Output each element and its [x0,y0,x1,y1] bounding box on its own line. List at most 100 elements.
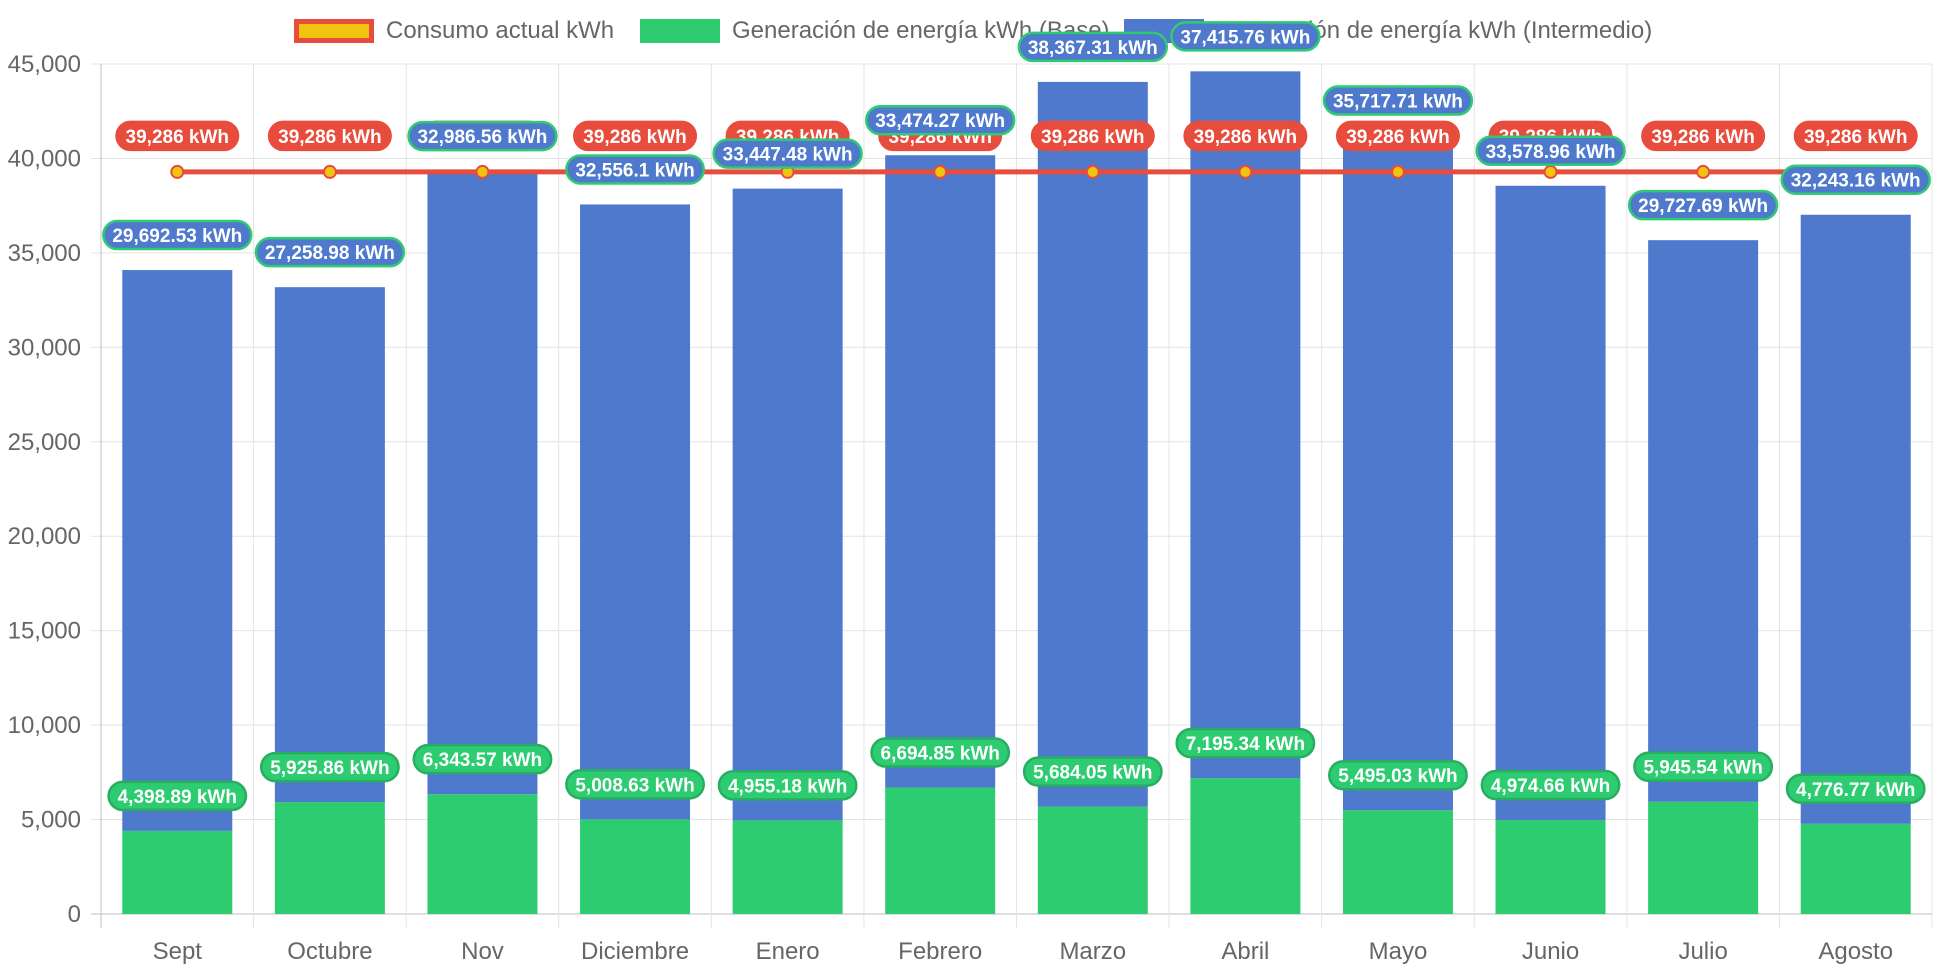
base-data-label: 5,945.54 kWh [1633,751,1774,782]
base-data-label-bg [1175,727,1316,759]
y-tick-label: 0 [68,901,81,928]
bar-intermedio [274,287,385,803]
consumo-data-label-text: 39,286 kWh [1346,127,1450,148]
base-data-label-text: 4,776.77 kWh [1796,780,1915,801]
intermedio-data-label-bg [1322,85,1474,116]
intermedio-data-label: 33,578.96 kWh [1475,135,1626,167]
base-data-label-bg [1480,769,1621,801]
y-tick-label: 20,000 [8,523,81,550]
y-tick-label: 45,000 [8,51,81,78]
intermedio-data-label-bg [1475,135,1626,167]
intermedio-data-label: 33,474.27 kWh [864,104,1016,136]
base-data-label-bg [1328,759,1468,791]
bar-intermedio [1800,214,1911,824]
intermedio-data-label-text: 33,578.96 kWh [1486,142,1616,163]
intermedio-data-label: 33,447.48 kWh [712,138,863,169]
intermedio-data-label-bg [1017,31,1169,63]
intermedio-data-label-text: 32,556.1 kWh [575,160,694,181]
intermedio-data-label: 29,692.53 kWh [102,219,253,251]
bar-base [1800,823,1911,914]
base-data-label-bg [1022,756,1163,787]
consumo-data-label-text: 39,286 kWh [278,127,382,148]
intermedio-data-label: 32,243.16 kWh [1780,164,1931,195]
consumo-data-label-text: 39,286 kWh [1041,127,1145,148]
consumo-point [1390,164,1405,179]
base-data-label: 6,694.85 kWh [870,737,1011,768]
legend-swatch-base [640,19,720,43]
x-tick-label: Diciembre [581,938,689,965]
base-data-label-text: 5,008.63 kWh [575,775,694,796]
intermedio-data-label-bg [1170,21,1321,52]
intermedio-data-label: 29,727.69 kWh [1627,189,1779,221]
y-tick-label: 25,000 [8,429,81,456]
consumo-data-label-text: 39,286 kWh [1651,127,1755,148]
intermedio-data-label: 27,258.98 kWh [254,236,406,268]
x-tick-label: Enero [756,938,820,965]
consumo-point [1543,164,1558,179]
x-tick-label: Nov [461,938,504,965]
bar-layer [122,71,1911,914]
base-data-label: 5,925.86 kWh [259,751,400,783]
bar-intermedio [1495,185,1606,821]
x-tick-label: Sept [153,938,203,965]
base-data-label-text: 4,955.18 kWh [728,776,847,797]
intermedio-data-label: 32,556.1 kWh [565,154,705,185]
base-data-label-bg [870,737,1011,768]
consumo-data-label: 39,286 kWh [1793,120,1918,152]
x-tick-label: Mayo [1369,938,1428,965]
intermedio-data-label-bg [1780,164,1931,195]
bar-intermedio [1037,81,1148,807]
consumo-data-label: 39,286 kWh [115,120,240,152]
base-data-label-text: 5,684.05 kWh [1033,763,1152,784]
base-data-label: 4,974.66 kWh [1480,769,1621,801]
consumo-data-label: 39,286 kWh [1335,120,1460,152]
grid-layer [91,63,1933,928]
intermedio-data-label-bg [102,219,253,251]
base-data-label: 4,776.77 kWh [1785,773,1926,805]
intermedio-data-label: 35,717.71 kWh [1322,85,1474,116]
x-tick-label: Agosto [1818,938,1893,965]
x-tick-label: Octubre [287,938,372,965]
bar-intermedio [1342,135,1453,811]
consumo-point [933,164,948,179]
legend-item-consumo[interactable]: Consumo actual kWh [294,14,614,48]
base-data-label-text: 7,195.34 kWh [1186,734,1305,755]
y-tick-label: 15,000 [8,618,81,645]
base-data-label-bg [717,770,858,801]
bar-intermedio [885,155,996,788]
intermedio-data-label: 37,415.76 kWh [1170,21,1321,52]
intermedio-data-label: 38,367.31 kWh [1017,31,1169,63]
bar-base [580,819,691,914]
x-tick-label: Junio [1522,938,1579,965]
bar-base [274,802,385,914]
bar-base [1190,778,1301,914]
intermedio-data-label-text: 29,727.69 kWh [1638,196,1768,217]
intermedio-data-label-text: 32,243.16 kWh [1791,171,1921,192]
consumo-data-label: 39,286 kWh [1183,120,1308,152]
intermedio-data-label-bg [1627,189,1779,221]
intermedio-data-label-bg [864,104,1016,136]
intermedio-data-label-bg [407,120,558,152]
bar-base [885,787,996,914]
consumo-data-label-text: 39,286 kWh [126,127,230,148]
bar-base [1648,801,1759,914]
y-tick-label: 10,000 [8,712,81,739]
base-data-label-bg [412,743,553,775]
consumo-data-label-bg [267,120,392,152]
bar-intermedio [580,204,691,820]
y-tick-label: 40,000 [8,145,81,172]
x-tick-label: Julio [1678,938,1727,965]
bar-base [732,820,843,914]
intermedio-data-label-text: 37,415.76 kWh [1180,27,1310,48]
consumo-data-label-text: 39,286 kWh [1194,127,1298,148]
bar-intermedio [122,270,233,831]
axis-layer: 0 5,000 10,000 15,000 20,000 25,000 30,000 35,0… [8,51,1893,965]
consumo-data-label-bg [1641,120,1766,152]
base-data-label: 5,684.05 kWh [1022,756,1163,787]
base-data-label-bg [565,769,705,800]
bar-base [1342,810,1453,914]
intermedio-data-label-text: 29,692.53 kWh [112,226,242,247]
consumo-data-label-bg [573,120,698,152]
bar-base [1037,806,1148,914]
